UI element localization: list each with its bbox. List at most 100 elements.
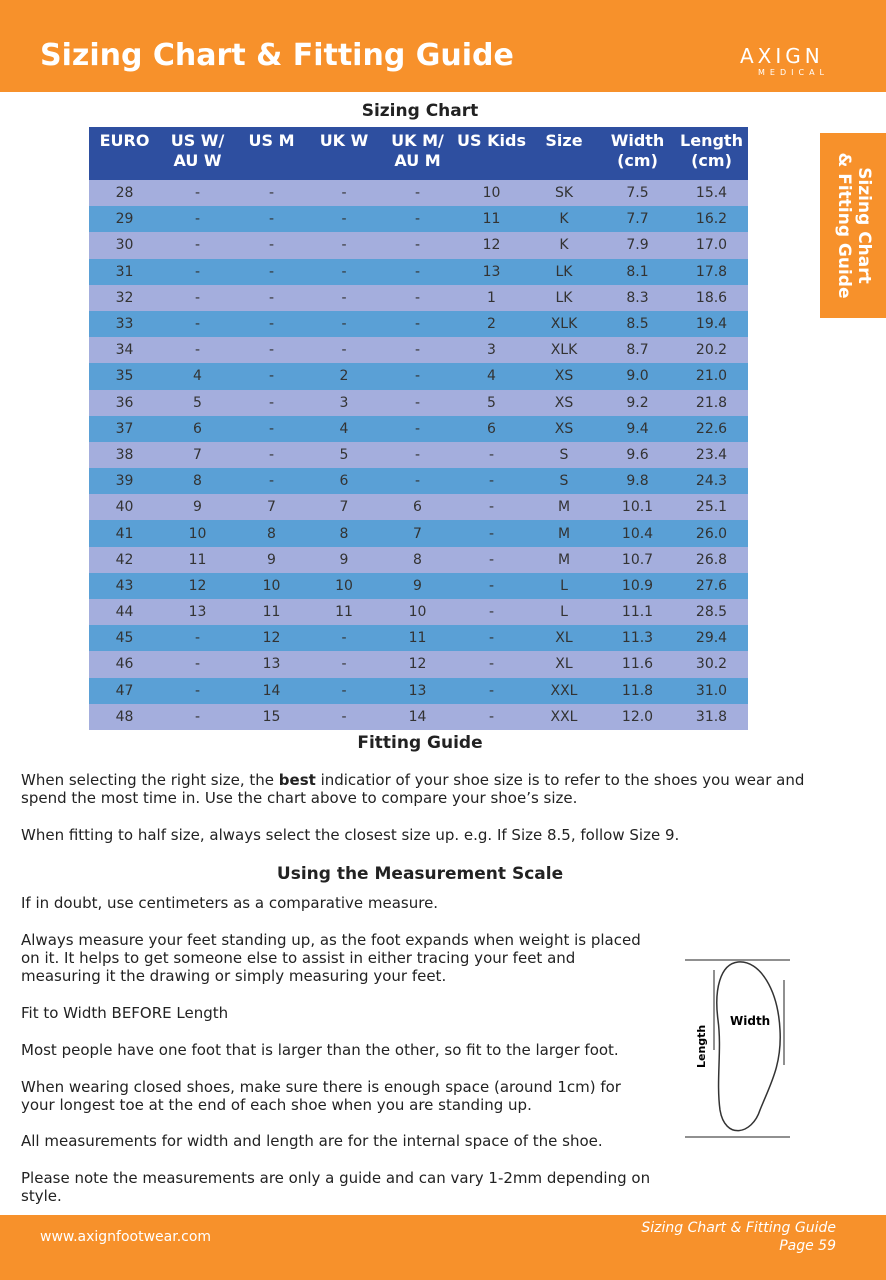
- table-cell: 21.0: [675, 363, 748, 390]
- table-cell: -: [160, 703, 235, 730]
- side-tab-text: Sizing Chart & Fitting Guide: [820, 133, 886, 318]
- table-cell: 42: [89, 546, 160, 573]
- table-cell: XXL: [528, 703, 600, 730]
- table-cell: -: [308, 625, 380, 652]
- table-cell: 31: [89, 258, 160, 285]
- table-cell: -: [380, 389, 455, 416]
- table-row: 30- - - -12 K 7.9 17.0: [89, 232, 748, 259]
- table-cell: 7.9: [600, 232, 675, 259]
- table-cell: 2: [455, 310, 528, 338]
- table-cell: 15: [235, 703, 308, 730]
- column-header: EURO: [89, 127, 160, 180]
- table-cell: -: [160, 258, 235, 285]
- table-cell: 38: [89, 441, 160, 469]
- table-cell: 31.0: [675, 677, 748, 704]
- table-cell: 30.2: [675, 651, 748, 678]
- table-cell: 8: [308, 520, 380, 547]
- paragraph: Please note the measurements are only a …: [21, 1169, 651, 1205]
- table-cell: 11.1: [600, 599, 675, 626]
- table-cell: 39: [89, 468, 160, 495]
- table-cell: 8: [235, 520, 308, 547]
- table-cell: 8: [380, 546, 455, 573]
- table-cell: -: [308, 677, 380, 704]
- table-row: 38 7-5- - S 9.6 23.4: [89, 441, 748, 469]
- table-cell: 24.3: [675, 468, 748, 495]
- table-cell: -: [380, 258, 455, 285]
- table-cell: -: [160, 284, 235, 311]
- column-header: Size: [528, 127, 600, 180]
- foot-outline: [716, 961, 781, 1132]
- table-cell: 4: [308, 415, 380, 442]
- table-cell: 12.0: [600, 703, 675, 730]
- table-cell: XLK: [528, 310, 600, 338]
- table-cell: 19.4: [675, 310, 748, 338]
- table-cell: 6: [160, 415, 235, 442]
- table-cell: 16.2: [675, 206, 748, 233]
- table-cell: -: [235, 337, 308, 364]
- table-cell: XLK: [528, 337, 600, 364]
- table-cell: 2: [308, 363, 380, 390]
- tab-line: & Fitting Guide: [834, 152, 854, 299]
- table-cell: -: [455, 599, 528, 626]
- table-cell: 34: [89, 337, 160, 364]
- table-row: 48-15-14- XXL 12.0 31.8: [89, 703, 748, 730]
- column-header: UK W: [308, 127, 380, 180]
- table-cell: -: [160, 206, 235, 233]
- table-row: 46-13-12- XL 11.6 30.2: [89, 651, 748, 678]
- table-cell: 11.6: [600, 651, 675, 678]
- table-cell: L: [528, 599, 600, 626]
- table-cell: 9.6: [600, 441, 675, 469]
- table-cell: -: [308, 651, 380, 678]
- header-bar: [0, 0, 886, 92]
- table-cell: -: [380, 284, 455, 311]
- table-cell: 29.4: [675, 625, 748, 652]
- table-cell: -: [160, 232, 235, 259]
- table-cell: 7: [160, 441, 235, 469]
- table-cell: 4: [455, 363, 528, 390]
- table-cell: -: [455, 520, 528, 547]
- table-cell: 23.4: [675, 441, 748, 469]
- table-cell: K: [528, 232, 600, 259]
- table-cell: -: [380, 232, 455, 259]
- table-cell: XL: [528, 651, 600, 678]
- table-cell: -: [235, 180, 308, 207]
- table-cell: -: [380, 180, 455, 207]
- table-cell: 10: [380, 599, 455, 626]
- table-cell: LK: [528, 258, 600, 285]
- table-cell: -: [380, 337, 455, 364]
- table-cell: 5: [455, 389, 528, 416]
- table-row: 40 9 7 7 6- M 10.1 25.1: [89, 494, 748, 521]
- table-cell: 6: [380, 494, 455, 521]
- table-row: 36 5-3-5 XS 9.2 21.8: [89, 389, 748, 416]
- table-cell: 13: [160, 599, 235, 626]
- table-cell: 1: [455, 284, 528, 311]
- table-cell: -: [235, 284, 308, 311]
- table-title: Sizing Chart: [361, 101, 479, 121]
- table-cell: 14: [235, 677, 308, 704]
- paragraph: When fitting to half size, always select…: [21, 826, 680, 844]
- table-cell: 32: [89, 284, 160, 311]
- table-cell: 31.8: [675, 703, 748, 730]
- table-row: 31- - - -13 LK 8.1 17.8: [89, 258, 748, 285]
- table-cell: 11: [380, 625, 455, 652]
- table-body: 28- - - -10 SK 7.5 15.4 29- - - -11 K 7.7 16.2 30- - - -1…: [89, 180, 748, 730]
- table-cell: -: [235, 441, 308, 469]
- table-cell: 8: [160, 468, 235, 495]
- table-cell: XS: [528, 363, 600, 390]
- table-cell: 12: [455, 232, 528, 259]
- table-cell: 9.8: [600, 468, 675, 495]
- logo-sub: MEDICAL: [758, 68, 829, 77]
- footer-title: Sizing Chart & Fitting Guide: [641, 1220, 836, 1236]
- table-cell: 8.7: [600, 337, 675, 364]
- table-cell: -: [235, 363, 308, 390]
- table-cell: 48: [89, 703, 160, 730]
- side-tab: [820, 133, 886, 318]
- table-row: 45-12-11- XL 11.3 29.4: [89, 625, 748, 652]
- table-cell: -: [160, 310, 235, 338]
- table-cell: 27.6: [675, 572, 748, 599]
- table-cell: 12: [380, 651, 455, 678]
- table-cell: 11: [160, 546, 235, 573]
- table-cell: 9: [308, 546, 380, 573]
- table-cell: 9.0: [600, 363, 675, 390]
- table-row: 42 11 9 9 8- M 10.7 26.8: [89, 546, 748, 573]
